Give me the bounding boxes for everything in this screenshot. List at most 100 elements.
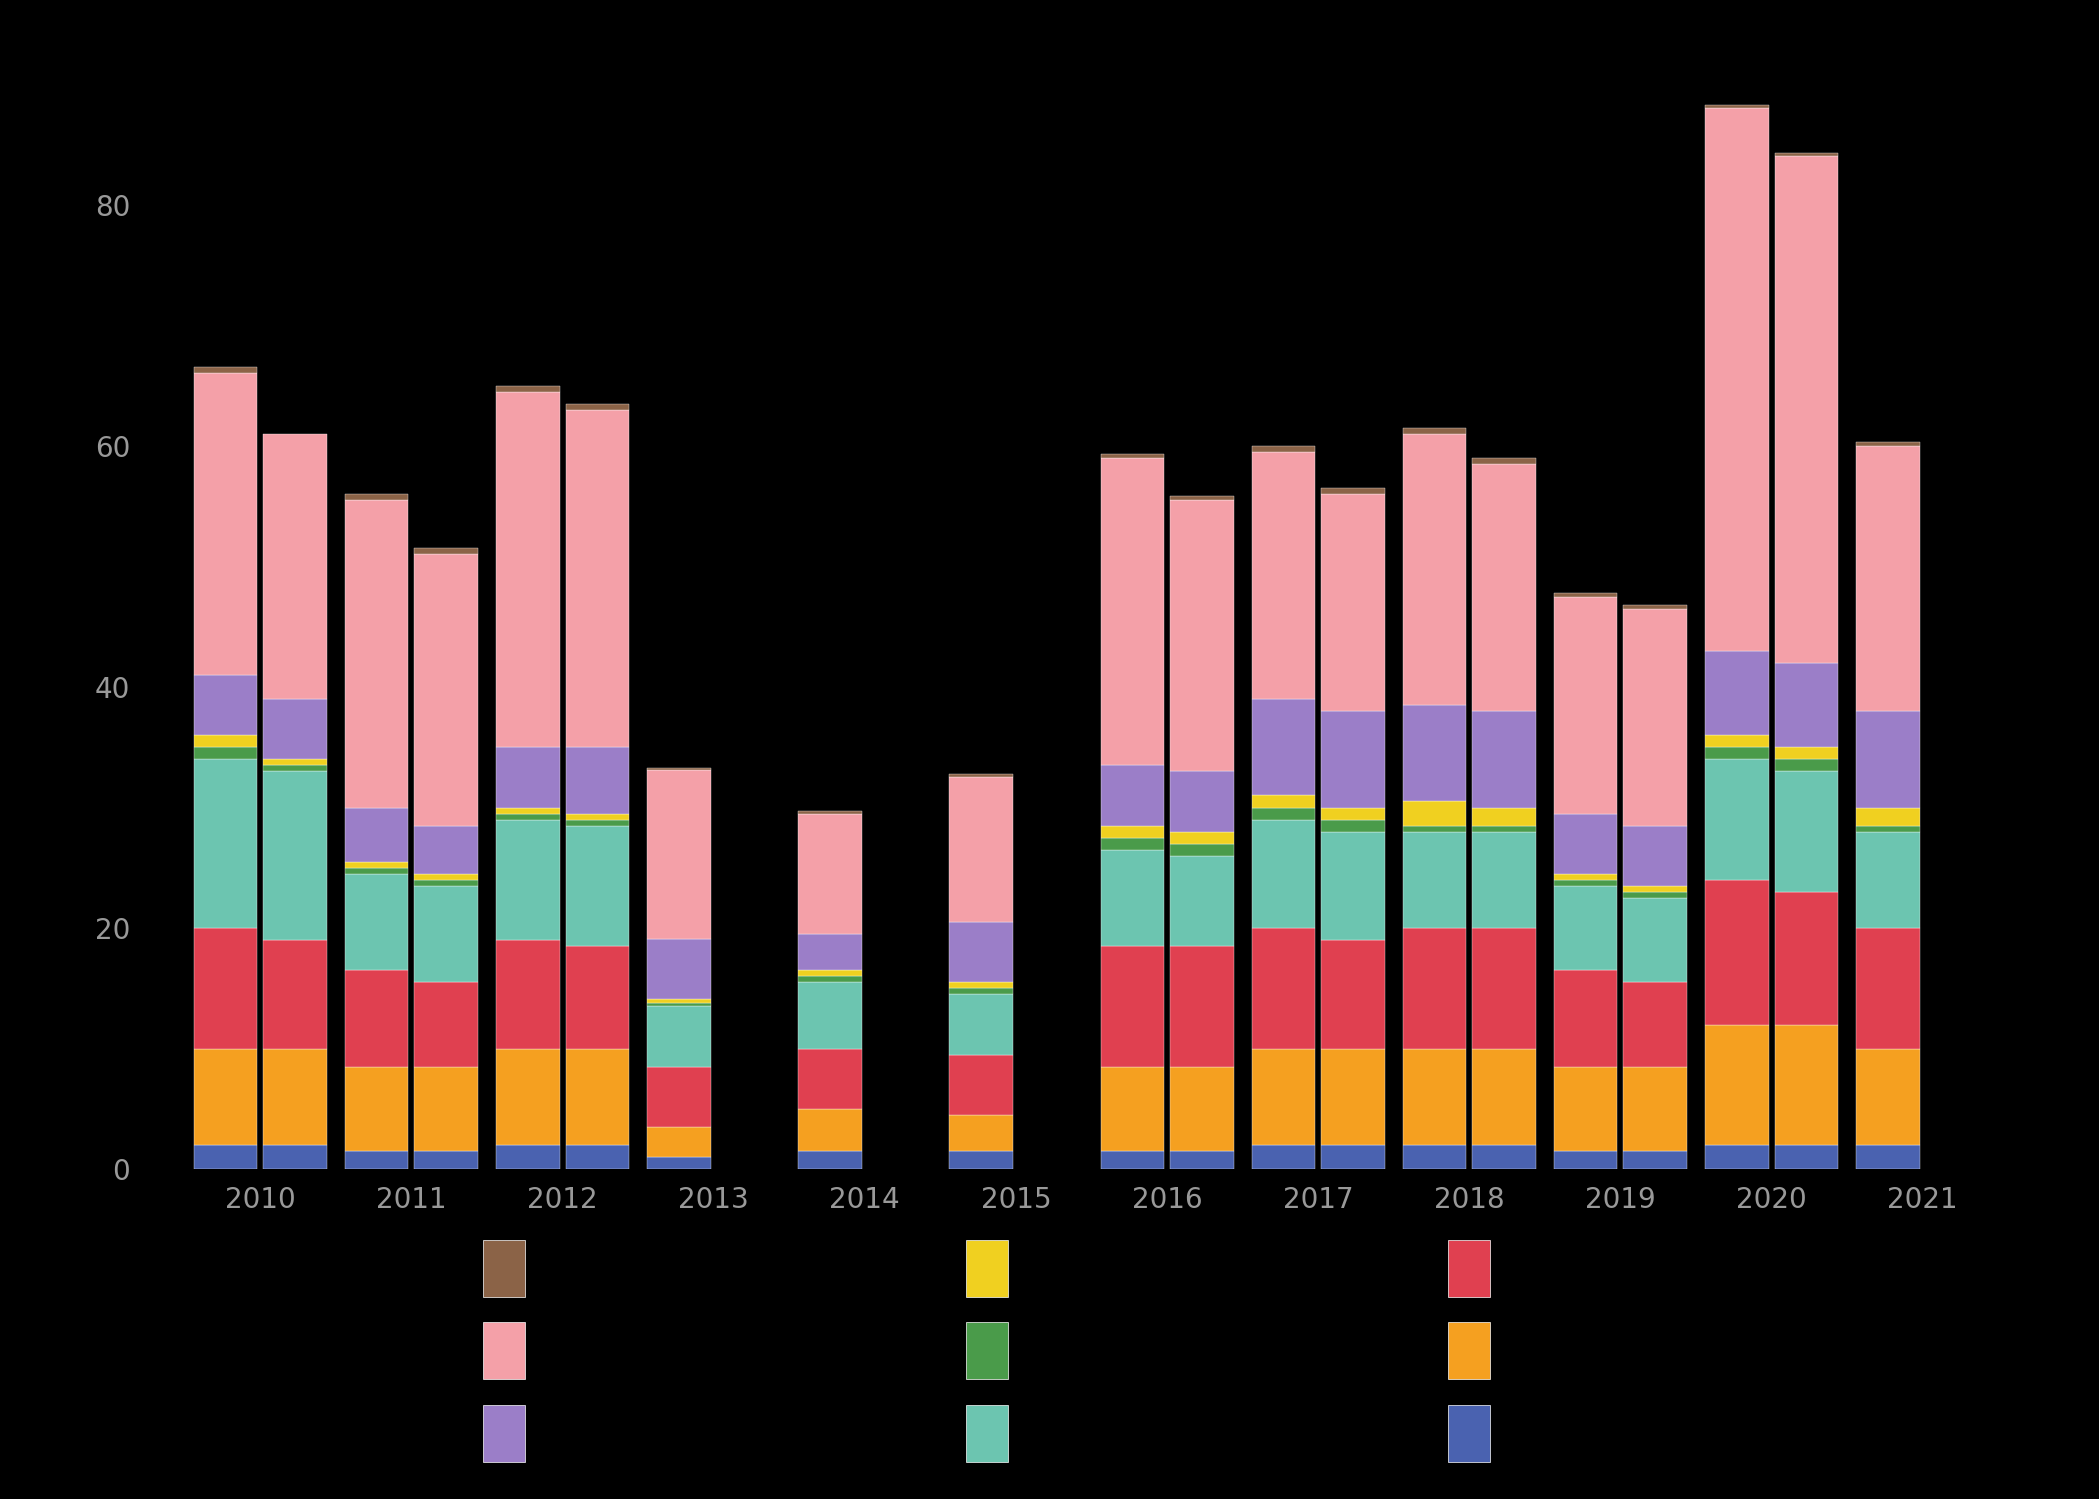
Bar — [798, 1151, 863, 1169]
Bar — [646, 1000, 712, 1003]
Bar — [565, 747, 630, 814]
Bar — [565, 403, 630, 409]
Bar — [1774, 1024, 1839, 1145]
Bar — [1774, 663, 1839, 747]
Bar — [193, 373, 258, 675]
Bar — [414, 1151, 479, 1169]
Bar — [1100, 1151, 1165, 1169]
Bar — [565, 1145, 630, 1169]
Bar — [1553, 886, 1618, 970]
Bar — [1169, 946, 1234, 1067]
Bar — [1623, 1151, 1688, 1169]
Bar — [1251, 808, 1316, 820]
Bar — [1856, 1049, 1921, 1145]
Bar — [1169, 496, 1234, 501]
Bar — [1704, 108, 1769, 651]
Bar — [414, 1067, 479, 1151]
Bar — [1402, 1049, 1467, 1145]
Bar — [1169, 501, 1234, 772]
Bar — [565, 826, 630, 946]
Bar — [949, 1055, 1014, 1115]
Bar — [414, 982, 479, 1067]
Bar — [193, 747, 258, 760]
Bar — [495, 808, 560, 814]
Bar — [646, 938, 712, 1000]
Bar — [565, 1049, 630, 1145]
Bar — [344, 970, 409, 1067]
Bar — [1471, 826, 1536, 832]
Bar — [1623, 886, 1688, 892]
Bar — [1774, 747, 1839, 760]
Bar — [1251, 445, 1316, 451]
Bar — [1856, 808, 1921, 826]
Bar — [414, 880, 479, 886]
Bar — [193, 1049, 258, 1145]
Bar — [1774, 1145, 1839, 1169]
Bar — [1100, 457, 1165, 766]
Bar — [262, 772, 327, 940]
Bar — [1402, 1145, 1467, 1169]
Bar — [1471, 832, 1536, 928]
Bar — [1320, 711, 1385, 808]
Bar — [798, 814, 863, 934]
Bar — [1320, 832, 1385, 940]
Bar — [414, 549, 479, 555]
Bar — [1402, 826, 1467, 832]
Bar — [1100, 946, 1165, 1067]
Bar — [1100, 1067, 1165, 1151]
Bar — [1251, 699, 1316, 796]
Bar — [1774, 760, 1839, 772]
Bar — [798, 982, 863, 1049]
Bar — [1402, 433, 1467, 705]
Bar — [565, 946, 630, 1049]
Bar — [1774, 153, 1839, 156]
Bar — [1774, 772, 1839, 892]
Bar — [646, 1127, 712, 1157]
Bar — [646, 1067, 712, 1127]
Bar — [1471, 463, 1536, 711]
Bar — [1402, 427, 1467, 433]
Bar — [1320, 940, 1385, 1049]
Bar — [1320, 820, 1385, 832]
Bar — [1169, 844, 1234, 856]
Bar — [495, 820, 560, 940]
Bar — [193, 675, 258, 735]
Bar — [193, 735, 258, 747]
Bar — [798, 934, 863, 970]
Bar — [1553, 814, 1618, 874]
Bar — [565, 814, 630, 820]
Bar — [262, 1049, 327, 1145]
Bar — [1774, 156, 1839, 663]
Bar — [193, 760, 258, 928]
Bar — [1623, 1067, 1688, 1151]
Bar — [1704, 105, 1769, 108]
Bar — [495, 391, 560, 747]
Bar — [798, 970, 863, 976]
Bar — [1402, 928, 1467, 1049]
Bar — [798, 811, 863, 814]
Bar — [646, 1003, 712, 1006]
Bar — [1320, 808, 1385, 820]
Bar — [1402, 832, 1467, 928]
Bar — [1169, 1151, 1234, 1169]
Bar — [344, 874, 409, 970]
Bar — [262, 1145, 327, 1169]
Bar — [949, 778, 1014, 922]
Bar — [1251, 928, 1316, 1049]
Bar — [193, 367, 258, 373]
Bar — [1100, 850, 1165, 946]
Bar — [1856, 711, 1921, 808]
Bar — [344, 862, 409, 868]
Bar — [1704, 735, 1769, 747]
Bar — [1704, 760, 1769, 880]
Bar — [193, 1145, 258, 1169]
Bar — [949, 994, 1014, 1055]
Bar — [1623, 982, 1688, 1067]
Bar — [1169, 772, 1234, 832]
Bar — [344, 495, 409, 501]
Bar — [1856, 1145, 1921, 1169]
Bar — [495, 1049, 560, 1145]
Bar — [262, 433, 327, 699]
Bar — [1402, 705, 1467, 802]
Bar — [646, 770, 712, 938]
